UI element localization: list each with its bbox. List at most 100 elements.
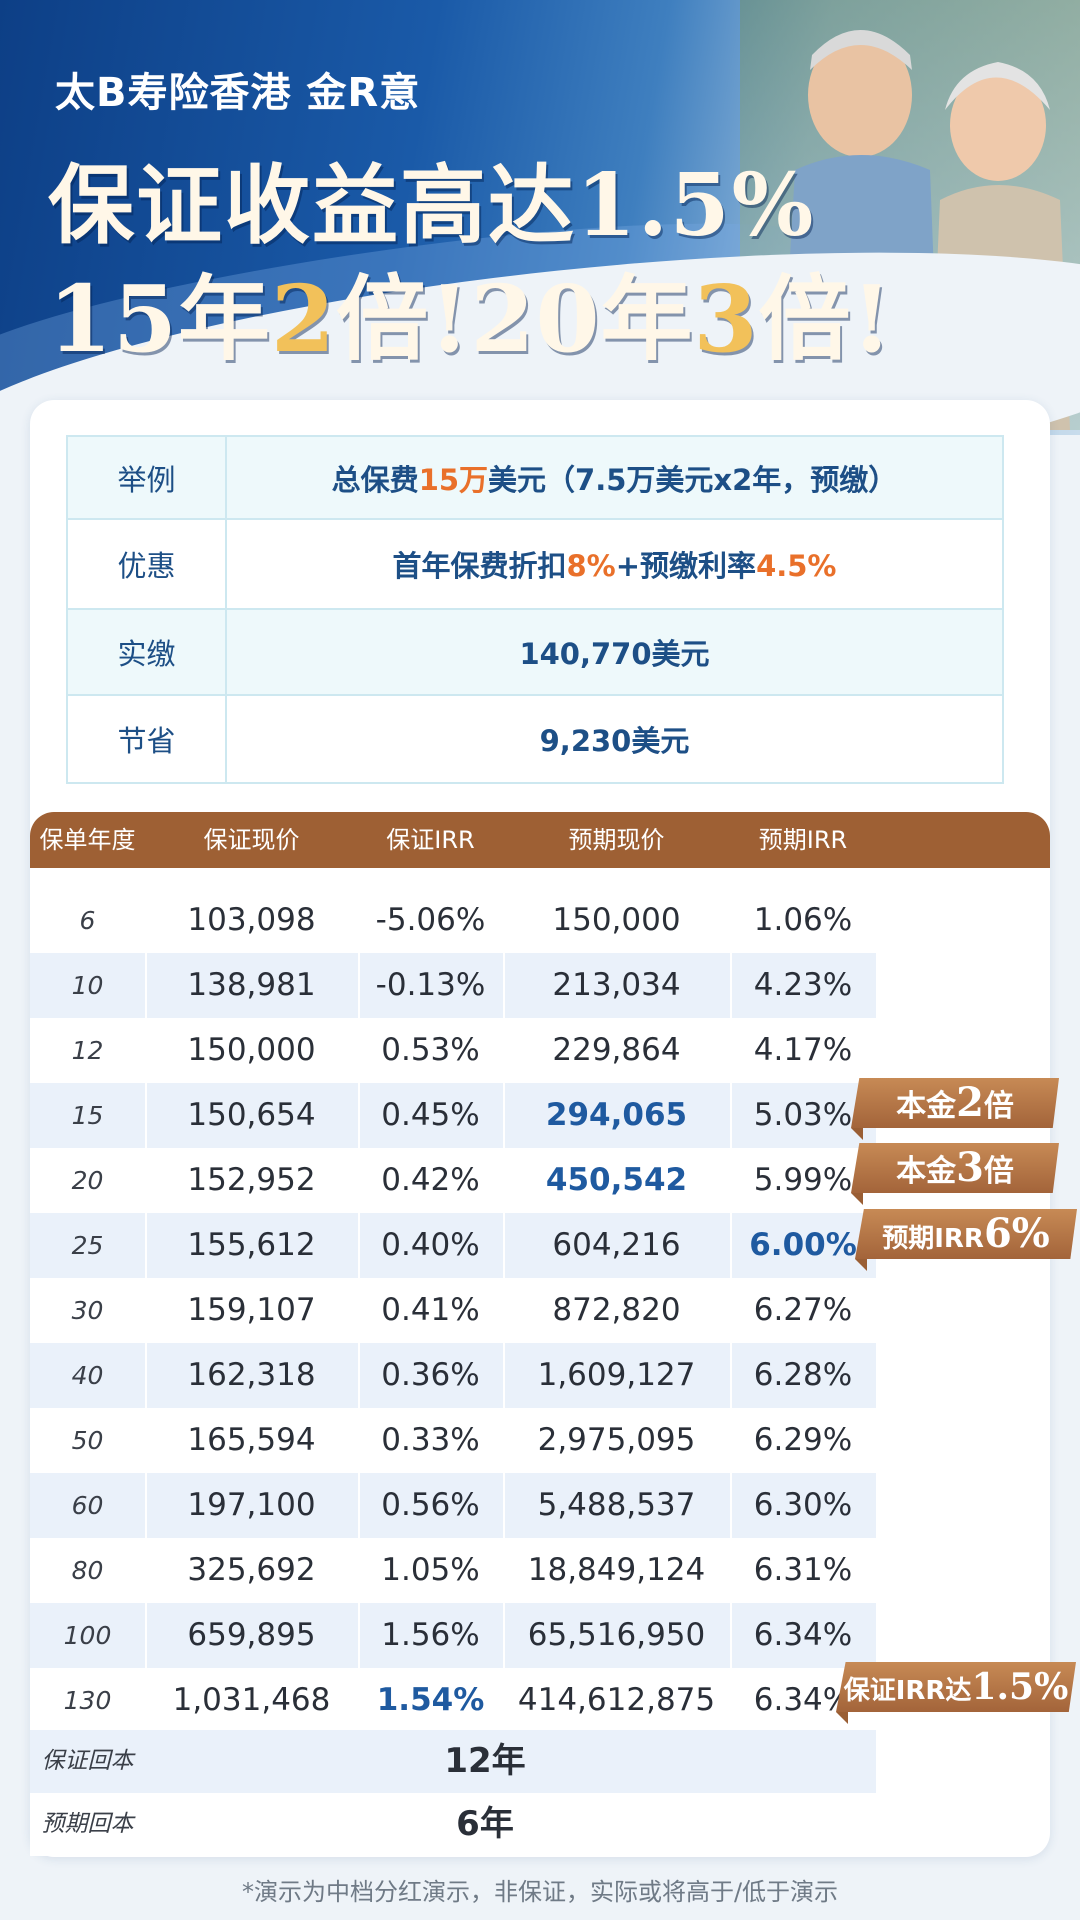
cell-expected-value: 150,000 [552, 902, 681, 938]
cell-guaranteed-value: 197,100 [187, 1487, 316, 1523]
table-row: 50 165,594 0.33% 2,975,095 6.29% [30, 1408, 876, 1473]
cell-guaranteed-irr: 1.54% [376, 1682, 485, 1718]
cell-expected-irr: 6.34% [753, 1617, 853, 1653]
headline-year-unit-2: 年 [600, 265, 694, 373]
table-row: 6 103,098 -5.06% 150,000 1.06% [30, 888, 876, 953]
cell-policy-year: 12 [71, 1036, 104, 1065]
headline-year-20: 20 [470, 265, 601, 373]
cell-guaranteed-value: 1,031,468 [172, 1682, 331, 1718]
cell-policy-year: 50 [71, 1426, 104, 1455]
headline-year-15: 15 [48, 265, 179, 373]
table-row: 20 152,952 0.42% 450,542 5.99% [30, 1148, 876, 1213]
cell-expected-irr: 6.27% [753, 1292, 853, 1328]
cell-expected-irr: 6.28% [753, 1357, 853, 1393]
tag-principal-2x: 本金2倍 [851, 1078, 1059, 1128]
tag-tail [855, 1259, 867, 1271]
cell-expected-value: 294,065 [545, 1097, 688, 1133]
headline-multiplier: 15年2倍!20年3倍! [48, 245, 893, 378]
header-guaranteed-irr: 保证IRR [386, 826, 475, 854]
table-row: 80 325,692 1.05% 18,849,124 6.31% [30, 1538, 876, 1603]
cell-policy-year: 60 [71, 1491, 104, 1520]
column-divider [358, 888, 360, 1733]
summary-label: 保证回本 [41, 1748, 134, 1774]
cell-expected-irr: 4.23% [753, 967, 853, 1003]
cell-guaranteed-value: 155,612 [187, 1227, 316, 1263]
cell-expected-irr: 6.00% [749, 1227, 857, 1263]
summary-row-guaranteed-breakeven: 保证回本 12年 [30, 1730, 876, 1793]
summary-value: 12年 [444, 1741, 526, 1781]
cell-guaranteed-value: 150,000 [187, 1032, 316, 1068]
cell-expected-value: 1,609,127 [537, 1357, 696, 1393]
cell-guaranteed-irr: -5.06% [375, 902, 486, 938]
table-row: 60 197,100 0.56% 5,488,537 6.30% [30, 1473, 876, 1538]
cell-policy-year: 20 [71, 1166, 104, 1195]
cell-guaranteed-value: 159,107 [187, 1292, 316, 1328]
cell-guaranteed-value: 152,952 [187, 1162, 316, 1198]
cell-expected-irr: 1.06% [753, 902, 853, 938]
cell-guaranteed-irr: 0.36% [381, 1357, 480, 1393]
summary-label: 预期回本 [41, 1811, 134, 1837]
cell-guaranteed-irr: 1.56% [381, 1617, 480, 1653]
cell-guaranteed-irr: 0.45% [381, 1097, 480, 1133]
headline-multiple-2: 2 [271, 265, 337, 373]
table-row: 10 138,981 -0.13% 213,034 4.23% [30, 953, 876, 1018]
cell-guaranteed-irr: 0.53% [381, 1032, 480, 1068]
cell-policy-year: 25 [71, 1231, 104, 1260]
tag-tail [851, 1193, 863, 1205]
cell-guaranteed-irr: 1.05% [381, 1552, 480, 1588]
headline-times: 倍! [336, 265, 471, 373]
tag-principal-3x: 本金3倍 [851, 1143, 1059, 1193]
cell-guaranteed-irr: 0.33% [381, 1422, 480, 1458]
cell-guaranteed-value: 165,594 [187, 1422, 316, 1458]
info-label: 实缴 [66, 608, 227, 696]
tag-tail [851, 1128, 863, 1140]
column-divider [145, 888, 147, 1733]
table-body: 6 103,098 -5.06% 150,000 1.06% 10 138,981 -0.13… [30, 888, 876, 1733]
cell-policy-year: 100 [63, 1621, 112, 1650]
info-value: 9,230美元 [225, 694, 1004, 784]
table-row: 30 159,107 0.41% 872,820 6.27% [30, 1278, 876, 1343]
cell-expected-value: 872,820 [552, 1292, 681, 1328]
info-label: 优惠 [66, 518, 227, 610]
cell-guaranteed-irr: 0.40% [381, 1227, 480, 1263]
cell-expected-irr: 5.03% [753, 1097, 853, 1133]
info-value: 首年保费折扣8%+预缴利率4.5% [225, 518, 1004, 610]
info-row-saved: 节省 9,230美元 [66, 694, 1004, 784]
tag-tail [836, 1712, 848, 1724]
info-row-example: 举例 总保费15万美元（7.5万美元x2年，预缴） [66, 435, 1004, 520]
cell-expected-irr: 6.34% [753, 1682, 853, 1718]
table-row: 130 1,031,468 1.54% 414,612,875 6.34% [30, 1668, 876, 1733]
info-value: 总保费15万美元（7.5万美元x2年，预缴） [225, 435, 1004, 520]
cell-guaranteed-irr: -0.13% [375, 967, 486, 1003]
cell-expected-value: 65,516,950 [527, 1617, 706, 1653]
cell-expected-irr: 6.29% [753, 1422, 853, 1458]
column-divider [503, 888, 505, 1733]
cell-policy-year: 30 [71, 1296, 104, 1325]
summary-value: 6年 [456, 1804, 514, 1844]
premium-info-table: 举例 总保费15万美元（7.5万美元x2年，预缴） 优惠 首年保费折扣8%+预缴… [66, 435, 1004, 784]
cell-guaranteed-irr: 0.56% [381, 1487, 480, 1523]
table-row: 15 150,654 0.45% 294,065 5.03% [30, 1083, 876, 1148]
cell-policy-year: 80 [71, 1556, 104, 1585]
cell-policy-year: 15 [71, 1101, 104, 1130]
headline-multiple-3: 3 [693, 265, 759, 373]
cell-guaranteed-value: 150,654 [187, 1097, 316, 1133]
product-name: 太B寿险香港 金R意 [55, 70, 421, 116]
cell-guaranteed-value: 138,981 [187, 967, 316, 1003]
cell-expected-value: 2,975,095 [537, 1422, 696, 1458]
cell-guaranteed-value: 103,098 [187, 902, 316, 938]
header-guaranteed-value: 保证现价 [203, 826, 300, 854]
info-label: 举例 [66, 435, 227, 520]
tag-guaranteed-irr-1-5: 保证IRR达1.5% [836, 1662, 1076, 1712]
headline-guaranteed-return: 保证收益高达1.5% [48, 155, 816, 256]
cell-expected-irr: 5.99% [753, 1162, 853, 1198]
cell-guaranteed-value: 162,318 [187, 1357, 316, 1393]
header-expected-value: 预期现价 [568, 826, 665, 854]
cell-expected-value: 18,849,124 [527, 1552, 706, 1588]
header-expected-irr: 预期IRR [758, 826, 848, 854]
cell-expected-irr: 6.31% [753, 1552, 853, 1588]
info-row-paid: 实缴 140,770美元 [66, 608, 1004, 696]
info-label: 节省 [66, 694, 227, 784]
cell-expected-value: 414,612,875 [517, 1682, 716, 1718]
table-row: 40 162,318 0.36% 1,609,127 6.28% [30, 1343, 876, 1408]
